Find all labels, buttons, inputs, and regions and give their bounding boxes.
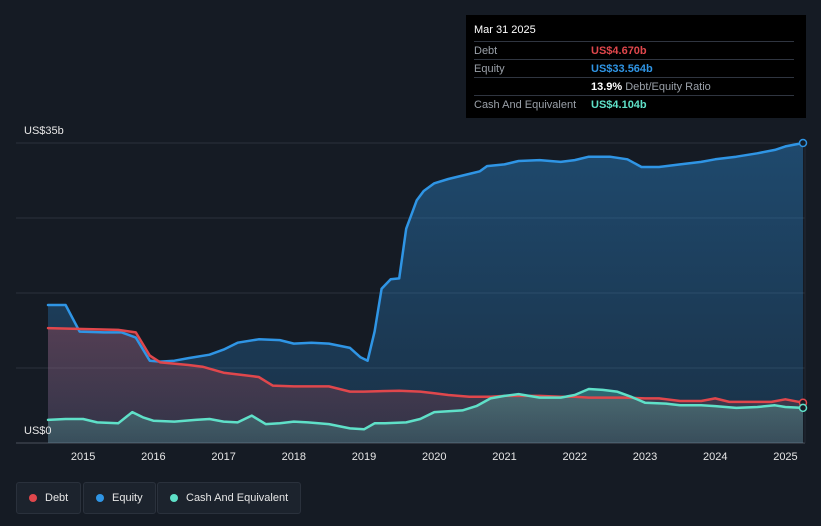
equity-dot-icon [96, 494, 104, 502]
tooltip-cash-label: Cash And Equivalent [474, 98, 577, 111]
tooltip-debt-value: US$4.670b [591, 44, 647, 57]
tooltip: Mar 31 2025 Debt US$4.670b Equity US$33.… [466, 15, 806, 118]
legend-cash-label: Cash And Equivalent [186, 492, 289, 504]
cash-and-equivalent-line [46, 387, 805, 431]
tooltip-debt-label: Debt [474, 44, 498, 57]
x-tick-label: 2025 [773, 451, 798, 463]
legend-item-equity[interactable]: Equity [83, 482, 156, 514]
x-tick-label: 2024 [702, 451, 728, 463]
legend-debt-label: Debt [45, 492, 69, 504]
x-tick-label: 2019 [351, 451, 377, 463]
x-tick-label: 2018 [281, 451, 307, 463]
x-tick-label: 2021 [492, 451, 517, 463]
x-tick-label: 2023 [632, 451, 658, 463]
cash-and-equivalent-end-marker [798, 403, 808, 413]
y-axis-bottom-label: US$0 [24, 425, 52, 437]
legend-item-cash[interactable]: Cash And Equivalent [157, 482, 302, 514]
equity-end-marker [798, 138, 808, 148]
x-tick-label: 2016 [141, 451, 166, 463]
x-tick-label: 2015 [70, 451, 96, 463]
tooltip-row-ratio: 13.9% Debt/Equity Ratio [474, 77, 794, 95]
tooltip-equity-label: Equity [474, 62, 505, 75]
x-tick-label: 2017 [211, 451, 236, 463]
tooltip-row-cash: Cash And Equivalent US$4.104b [474, 95, 794, 113]
tooltip-row-equity: Equity US$33.564b [474, 59, 794, 77]
tooltip-ratio-value: 13.9% [591, 80, 623, 93]
equity-area [48, 143, 803, 443]
debt-dot-icon [29, 494, 37, 502]
y-axis-top-label: US$35b [24, 125, 64, 137]
legend-equity-label: Equity [112, 492, 143, 504]
equity-line [46, 141, 805, 363]
cash-and-equivalent-area [48, 389, 803, 443]
debt-line [46, 326, 805, 404]
tooltip-ratio-text: Debt/Equity Ratio [625, 80, 711, 93]
tooltip-date: Mar 31 2025 [474, 24, 536, 36]
cash-dot-icon [170, 494, 178, 502]
x-tick-label: 2022 [562, 451, 587, 463]
tooltip-equity-value: US$33.564b [591, 62, 653, 75]
x-tick-label: 2020 [422, 451, 447, 463]
tooltip-cash-value: US$4.104b [591, 98, 647, 111]
tooltip-row-debt: Debt US$4.670b [474, 41, 794, 59]
legend-item-debt[interactable]: Debt [16, 482, 82, 514]
